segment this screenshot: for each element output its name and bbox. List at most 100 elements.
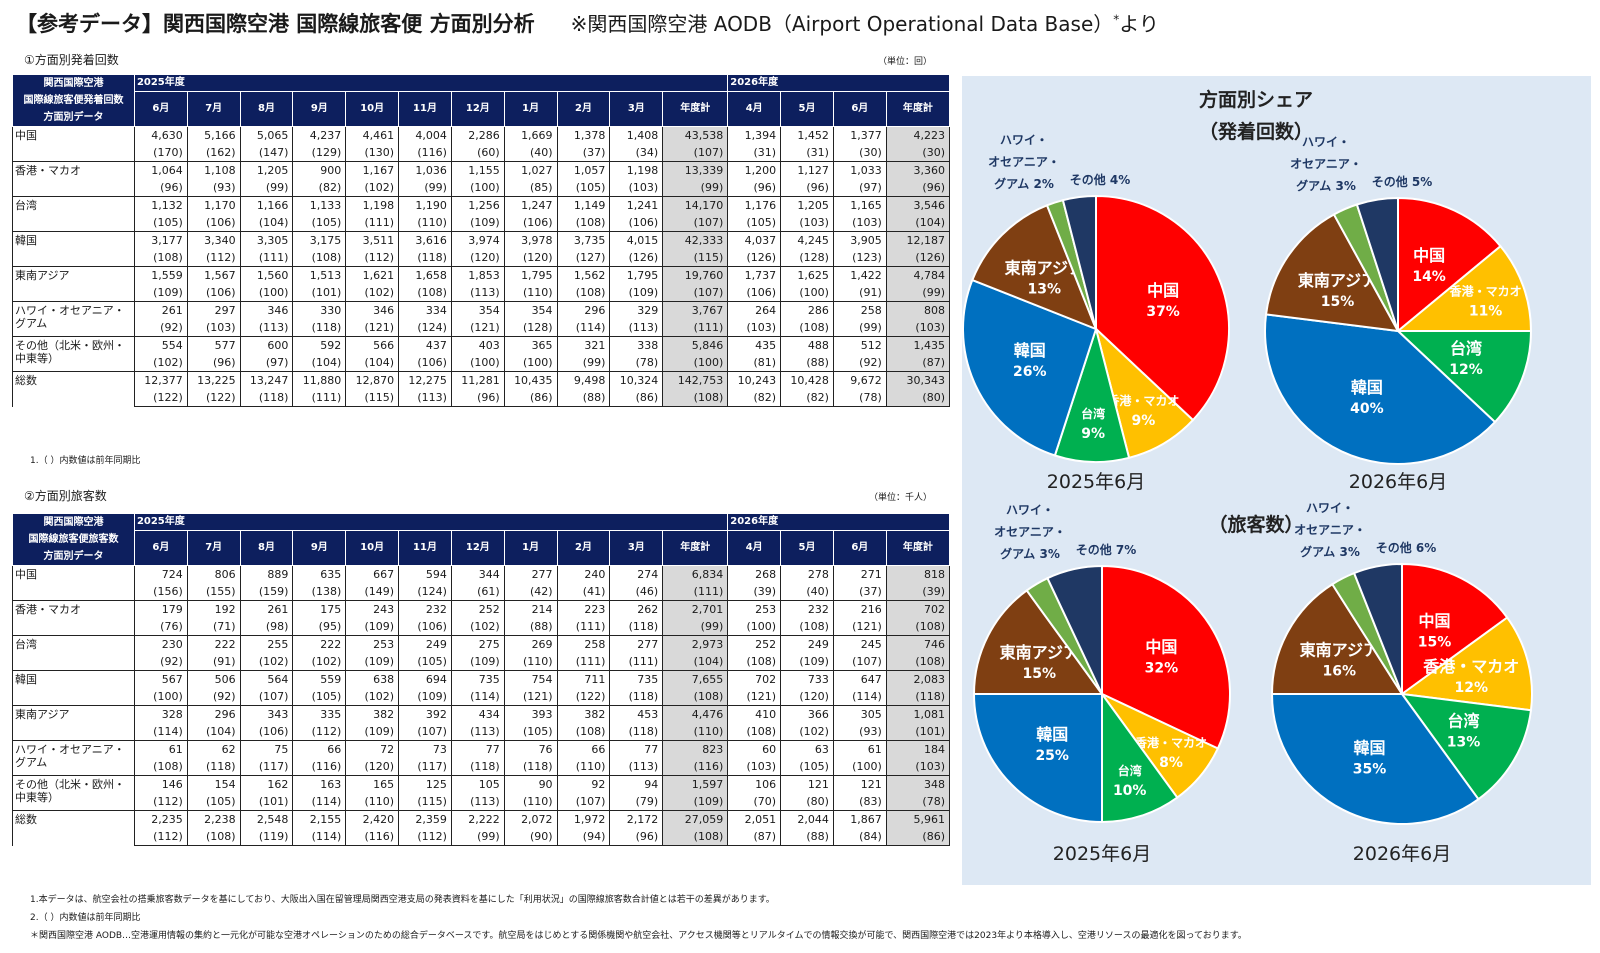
value-cell: 1,435 <box>885 336 951 354</box>
value-cell: 1,559 <box>133 266 188 284</box>
value-cell: 403 <box>450 336 505 354</box>
value-cell: 1,377 <box>832 126 887 144</box>
value-cell: 1,190 <box>398 196 452 214</box>
value-cell: 3,305 <box>239 231 294 249</box>
pie-slice-label: 東南アジア <box>1000 643 1079 662</box>
value-cell: 77 <box>450 740 505 758</box>
table-row-yoy: (114) (104) (106) (112) (109) (107) (113) (105)… <box>13 723 951 741</box>
yoy-cell: (100) <box>780 284 834 302</box>
yoy-cell: (105) <box>727 214 782 232</box>
yoy-cell: (100) <box>133 688 188 706</box>
value-cell: 2,072 <box>503 810 558 828</box>
yoy-cell: (108) <box>556 214 611 232</box>
value-cell: 1,200 <box>727 161 782 179</box>
value-cell: 162 <box>239 775 294 793</box>
yoy-cell: (105) <box>556 179 611 197</box>
yoy-cell: (112) <box>292 723 347 741</box>
table-row: 香港・マカオ 1,064 1,108 1,205 900 1,167 1,036 1,155 1… <box>12 161 951 197</box>
yoy-cell: (118) <box>503 758 558 776</box>
value-cell: 1,567 <box>186 266 241 284</box>
value-cell: 261 <box>239 600 294 618</box>
section-label-passengers: ②方面別旅客数 <box>24 489 107 503</box>
yoy-cell: (104) <box>186 723 241 741</box>
page-title: 【参考データ】関西国際空港 国際線旅客便 方面別分析 ※関西国際空港 AODB（A… <box>16 8 1159 38</box>
value-cell: 1,057 <box>556 161 611 179</box>
value-cell: 1,658 <box>398 266 452 284</box>
yoy-cell: (100) <box>239 284 294 302</box>
yoy-cell: (114) <box>832 688 887 706</box>
value-cell: 343 <box>239 705 294 723</box>
value-cell: 453 <box>609 705 664 723</box>
month-header: 年度計 <box>662 530 729 566</box>
yoy-cell: (113) <box>398 389 452 407</box>
yoy-cell: (138) <box>292 583 347 601</box>
pie-slice-percent: 40% <box>1350 401 1384 417</box>
yoy-cell: (99) <box>450 828 505 846</box>
value-cell: 60 <box>727 740 782 758</box>
value-cell: 274 <box>609 565 664 583</box>
yoy-cell: (113) <box>450 793 505 811</box>
yoy-cell: (109) <box>450 653 505 671</box>
yoy-cell: (108) <box>662 688 729 706</box>
pie-slice-percent: 37% <box>1146 304 1180 320</box>
yoy-cell: (128) <box>503 319 558 337</box>
value-cell: 382 <box>345 705 400 723</box>
value-cell: 437 <box>398 336 452 354</box>
value-cell: 3,360 <box>885 161 951 179</box>
yoy-cell: (108) <box>885 653 951 671</box>
month-header: 8月 <box>239 91 294 127</box>
value-cell: 724 <box>133 565 188 583</box>
value-cell: 338 <box>609 336 664 354</box>
value-cell: 1,127 <box>780 161 834 179</box>
yoy-cell: (105) <box>186 793 241 811</box>
yoy-cell: (120) <box>503 249 558 267</box>
value-cell: 392 <box>398 705 452 723</box>
pie-slice-label: 香港・マカオ <box>1449 284 1522 299</box>
yoy-cell: (86) <box>885 828 951 846</box>
yoy-cell: (118) <box>186 758 241 776</box>
value-cell: 261 <box>133 301 188 319</box>
yoy-cell: (80) <box>780 793 834 811</box>
month-header: 11月 <box>398 91 452 127</box>
share-panel-title: 方面別シェア <box>1199 88 1313 111</box>
pie-slice <box>1270 693 1480 825</box>
value-cell: 5,961 <box>885 810 951 828</box>
yoy-cell: (108) <box>186 828 241 846</box>
table-row: 台湾 230 222 255 222 253 249 275 269 258 277 2,973 252… <box>12 635 951 671</box>
yoy-cell: (106) <box>239 723 294 741</box>
value-cell: 393 <box>503 705 558 723</box>
share-pie-charts: 方面別シェア （発着回数） （旅客数） 中国 37% 香港・マカオ 9% 台湾 9% 韓国 2… <box>962 88 1533 865</box>
yoy-cell: (113) <box>609 319 664 337</box>
yoy-cell: (107) <box>662 144 729 162</box>
yoy-cell: (170) <box>133 144 188 162</box>
row-label: ハワイ・オセアニア・グアム <box>12 301 135 337</box>
yoy-cell: (88) <box>503 618 558 636</box>
value-cell: 1,165 <box>832 196 887 214</box>
value-cell: 3,735 <box>556 231 611 249</box>
yoy-cell: (80) <box>885 389 951 407</box>
value-cell: 506 <box>186 670 241 688</box>
yoy-cell: (103) <box>832 214 887 232</box>
share-panel: 方面別シェア （発着回数） （旅客数） 中国 37% 香港・マカオ 9% 台湾 9% 韓国 2… <box>962 76 1591 885</box>
yoy-cell: (96) <box>450 389 505 407</box>
source-mark: * <box>1113 12 1120 27</box>
table-row: 東南アジア 328 296 343 335 382 392 434 393 382 453 4,476… <box>12 705 951 741</box>
pie-slice <box>1399 692 1533 801</box>
value-cell: 1,795 <box>609 266 664 284</box>
pie-slice-label: その他 6% <box>1376 540 1437 555</box>
value-cell: 2,172 <box>609 810 664 828</box>
table-row-yoy: (122) (122) (118) (111) (115) (113) (96) (86) (8… <box>13 389 951 407</box>
value-cell: 1,108 <box>186 161 241 179</box>
pie-slice <box>1095 194 1230 422</box>
yoy-cell: (121) <box>450 319 505 337</box>
value-cell: 1,198 <box>609 161 664 179</box>
yoy-cell: (40) <box>503 144 558 162</box>
value-cell: 600 <box>239 336 294 354</box>
yoy-cell: (108) <box>780 319 834 337</box>
yoy-cell: (109) <box>133 284 188 302</box>
yoy-cell: (113) <box>239 319 294 337</box>
yoy-cell: (30) <box>885 144 951 162</box>
row-label: 中国 <box>12 565 135 601</box>
yoy-cell: (111) <box>662 319 729 337</box>
yoy-cell: (39) <box>885 583 951 601</box>
